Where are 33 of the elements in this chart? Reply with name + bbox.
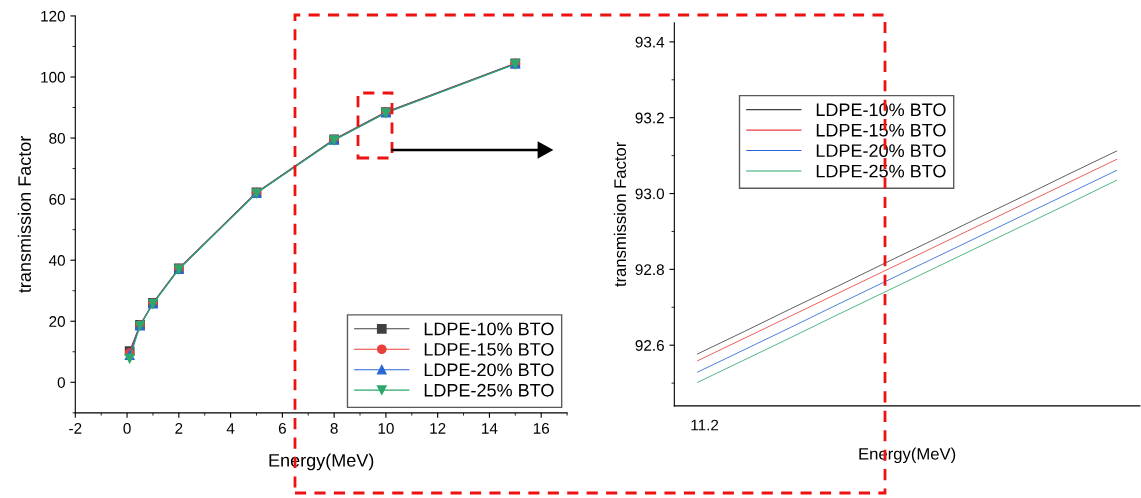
text: 11.2 bbox=[691, 419, 719, 431]
y-tick-label: 20 bbox=[49, 316, 65, 327]
y-tick-label: 92.8 bbox=[635, 264, 664, 276]
legend-label: LDPE-15% BTO bbox=[424, 342, 554, 356]
y-tick-label: 93.0 bbox=[635, 188, 665, 200]
legend-label: LDPE-10% BTO bbox=[816, 103, 946, 117]
y-axis-title: transmission Factor bbox=[613, 141, 627, 287]
x-tick-label: 8 bbox=[330, 422, 338, 434]
y-axis-title: transmission Factor bbox=[17, 135, 31, 293]
x-tick-label: -2 bbox=[69, 422, 82, 434]
legend-label: LDPE-20% BTO bbox=[424, 363, 554, 377]
x-tick-label: 6 bbox=[278, 422, 286, 434]
y-tick-label: 0 bbox=[57, 377, 65, 388]
legend-label: LDPE-25% BTO bbox=[424, 383, 554, 397]
x-tick-label: 12 bbox=[430, 422, 446, 434]
x-tick-label: 10 bbox=[378, 422, 394, 434]
y-tick-label: 100 bbox=[41, 71, 65, 83]
y-tick-label: 60 bbox=[49, 193, 65, 205]
y-tick-label: 93.2 bbox=[635, 112, 664, 124]
y-tick-label: 120 bbox=[41, 10, 65, 22]
y-tick-label: 92.6 bbox=[635, 340, 664, 351]
x-tick-label: 16 bbox=[533, 422, 550, 434]
legend-label: LDPE-25% BTO bbox=[816, 164, 946, 178]
legend-label: LDPE-15% BTO bbox=[816, 123, 946, 137]
x-tick-label: 4 bbox=[226, 423, 235, 434]
y-tick-label: 93.4 bbox=[635, 36, 665, 48]
x-tick-label: 2 bbox=[175, 422, 183, 434]
legend-label: LDPE-10% BTO bbox=[424, 322, 554, 336]
x-tick-label: 14 bbox=[482, 423, 498, 434]
y-tick-label: 40 bbox=[48, 255, 65, 266]
y-tick-label: 80 bbox=[49, 132, 65, 144]
legend-label: LDPE-20% BTO bbox=[816, 144, 946, 158]
x-tick-label: 0 bbox=[123, 422, 131, 434]
